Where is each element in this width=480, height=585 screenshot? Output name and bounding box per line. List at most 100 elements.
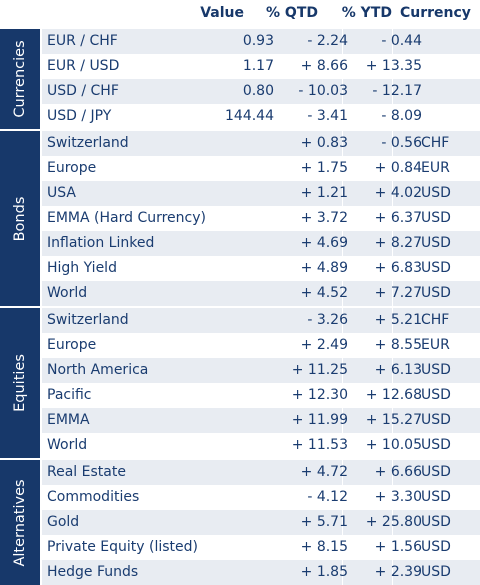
cell-name: Switzerland xyxy=(47,135,129,151)
cell-ytd: - 8.09 xyxy=(381,108,422,124)
column-divider xyxy=(342,308,343,333)
section-alternatives: Alternatives Real Estate + 4.72 + 6.66 USD Co… xyxy=(0,460,480,585)
cell-qtd: + 4.69 xyxy=(300,235,348,251)
section-equities: Equities Switzerland - 3.26 + 5.21 CHF Europe… xyxy=(0,308,480,458)
column-divider xyxy=(342,206,343,231)
cell-name: World xyxy=(47,285,88,301)
column-divider xyxy=(392,206,393,231)
cell-currency: USD xyxy=(421,464,451,480)
cell-currency: USD xyxy=(421,489,451,505)
cell-currency: CHF xyxy=(421,135,450,151)
column-divider xyxy=(342,256,343,281)
cell-name: Hedge Funds xyxy=(47,564,139,580)
cell-qtd: - 4.12 xyxy=(307,489,348,505)
cell-value: 0.80 xyxy=(242,83,274,99)
cell-name: Europe xyxy=(47,160,97,176)
cell-currency: USD xyxy=(421,185,451,201)
table-row: Europe + 1.75 + 0.84 EUR xyxy=(42,156,480,181)
column-divider xyxy=(392,131,393,156)
cell-qtd: + 1.85 xyxy=(300,564,348,580)
column-divider xyxy=(392,333,393,358)
section-label: Bonds xyxy=(12,196,28,241)
cell-qtd: - 2.24 xyxy=(307,33,348,49)
cell-ytd: + 6.37 xyxy=(374,210,422,226)
cell-qtd: + 8.66 xyxy=(300,58,348,74)
cell-qtd: + 1.21 xyxy=(300,185,348,201)
column-divider xyxy=(342,281,343,306)
cell-name: Switzerland xyxy=(47,312,129,328)
cell-value: 144.44 xyxy=(225,108,274,124)
cell-ytd: + 1.56 xyxy=(374,539,422,555)
cell-qtd: + 11.99 xyxy=(291,412,348,428)
column-divider xyxy=(342,510,343,535)
cell-ytd: + 4.02 xyxy=(374,185,422,201)
cell-currency: USD xyxy=(421,539,451,555)
cell-qtd: + 12.30 xyxy=(291,387,348,403)
cell-qtd: + 11.25 xyxy=(291,362,348,378)
cell-currency: USD xyxy=(421,412,451,428)
column-divider xyxy=(342,131,343,156)
cell-ytd: + 0.84 xyxy=(374,160,422,176)
cell-ytd: + 2.39 xyxy=(374,564,422,580)
cell-name: Commodities xyxy=(47,489,140,505)
section-bonds: Bonds Switzerland + 0.83 - 0.56 CHF Europe + 1… xyxy=(0,131,480,306)
cell-currency: USD xyxy=(421,362,451,378)
column-divider xyxy=(342,383,343,408)
header-currency: Currency xyxy=(400,5,471,21)
column-divider xyxy=(342,333,343,358)
cell-ytd: + 6.66 xyxy=(374,464,422,480)
column-divider xyxy=(342,79,343,104)
header-ytd: % YTD xyxy=(341,5,392,21)
column-divider xyxy=(392,181,393,206)
table-row: Switzerland - 3.26 + 5.21 CHF xyxy=(42,308,480,333)
cell-qtd: - 10.03 xyxy=(298,83,348,99)
cell-qtd: + 11.53 xyxy=(291,437,348,453)
cell-qtd: + 4.52 xyxy=(300,285,348,301)
cell-ytd: + 15.27 xyxy=(365,412,422,428)
column-divider xyxy=(342,54,343,79)
table-header: Value % QTD % YTD Currency xyxy=(0,0,480,27)
cell-name: USA xyxy=(47,185,76,201)
cell-name: World xyxy=(47,437,88,453)
performance-table: Currencies EUR / CHF 0.93- 2.24- 0.44 EUR /… xyxy=(0,29,480,585)
cell-ytd: + 10.05 xyxy=(365,437,422,453)
header-value: Value xyxy=(200,5,244,21)
table-row: World + 11.53 + 10.05 USD xyxy=(42,433,480,458)
column-divider xyxy=(392,560,393,585)
column-divider xyxy=(342,433,343,458)
cell-name: Real Estate xyxy=(47,464,126,480)
column-divider xyxy=(342,460,343,485)
cell-currency: EUR xyxy=(421,337,450,353)
table-row: Commodities - 4.12 + 3.30 USD xyxy=(42,485,480,510)
column-divider xyxy=(392,308,393,333)
cell-name: Inflation Linked xyxy=(47,235,155,251)
column-divider xyxy=(342,181,343,206)
section-band: Bonds xyxy=(0,131,40,306)
cell-name: North America xyxy=(47,362,149,378)
column-divider xyxy=(392,54,393,79)
column-divider xyxy=(392,156,393,181)
column-divider xyxy=(342,535,343,560)
column-divider xyxy=(342,485,343,510)
table-row: EMMA + 11.99 + 15.27 USD xyxy=(42,408,480,433)
table-row: Inflation Linked + 4.69 + 8.27 USD xyxy=(42,231,480,256)
section-currencies: Currencies EUR / CHF 0.93- 2.24- 0.44 EUR /… xyxy=(0,29,480,129)
table-row: North America + 11.25 + 6.13 USD xyxy=(42,358,480,383)
cell-currency: USD xyxy=(421,514,451,530)
cell-currency: USD xyxy=(421,210,451,226)
table-row: EUR / CHF 0.93 - 2.24 - 0.44 xyxy=(42,29,480,54)
cell-qtd: + 4.89 xyxy=(300,260,348,276)
table-row: World + 4.52 + 7.27 USD xyxy=(42,281,480,306)
cell-name: Gold xyxy=(47,514,80,530)
cell-qtd: - 3.26 xyxy=(307,312,348,328)
cell-ytd: + 25.80 xyxy=(365,514,422,530)
table-row: Hedge Funds + 1.85 + 2.39 USD xyxy=(42,560,480,585)
cell-ytd: + 7.27 xyxy=(374,285,422,301)
cell-currency: EUR xyxy=(421,160,450,176)
cell-currency: USD xyxy=(421,285,451,301)
table-row: Pacific + 12.30 + 12.68 USD xyxy=(42,383,480,408)
cell-ytd: + 13.35 xyxy=(365,58,422,74)
column-divider xyxy=(342,104,343,129)
section-band: Equities xyxy=(0,308,40,458)
column-divider xyxy=(342,156,343,181)
